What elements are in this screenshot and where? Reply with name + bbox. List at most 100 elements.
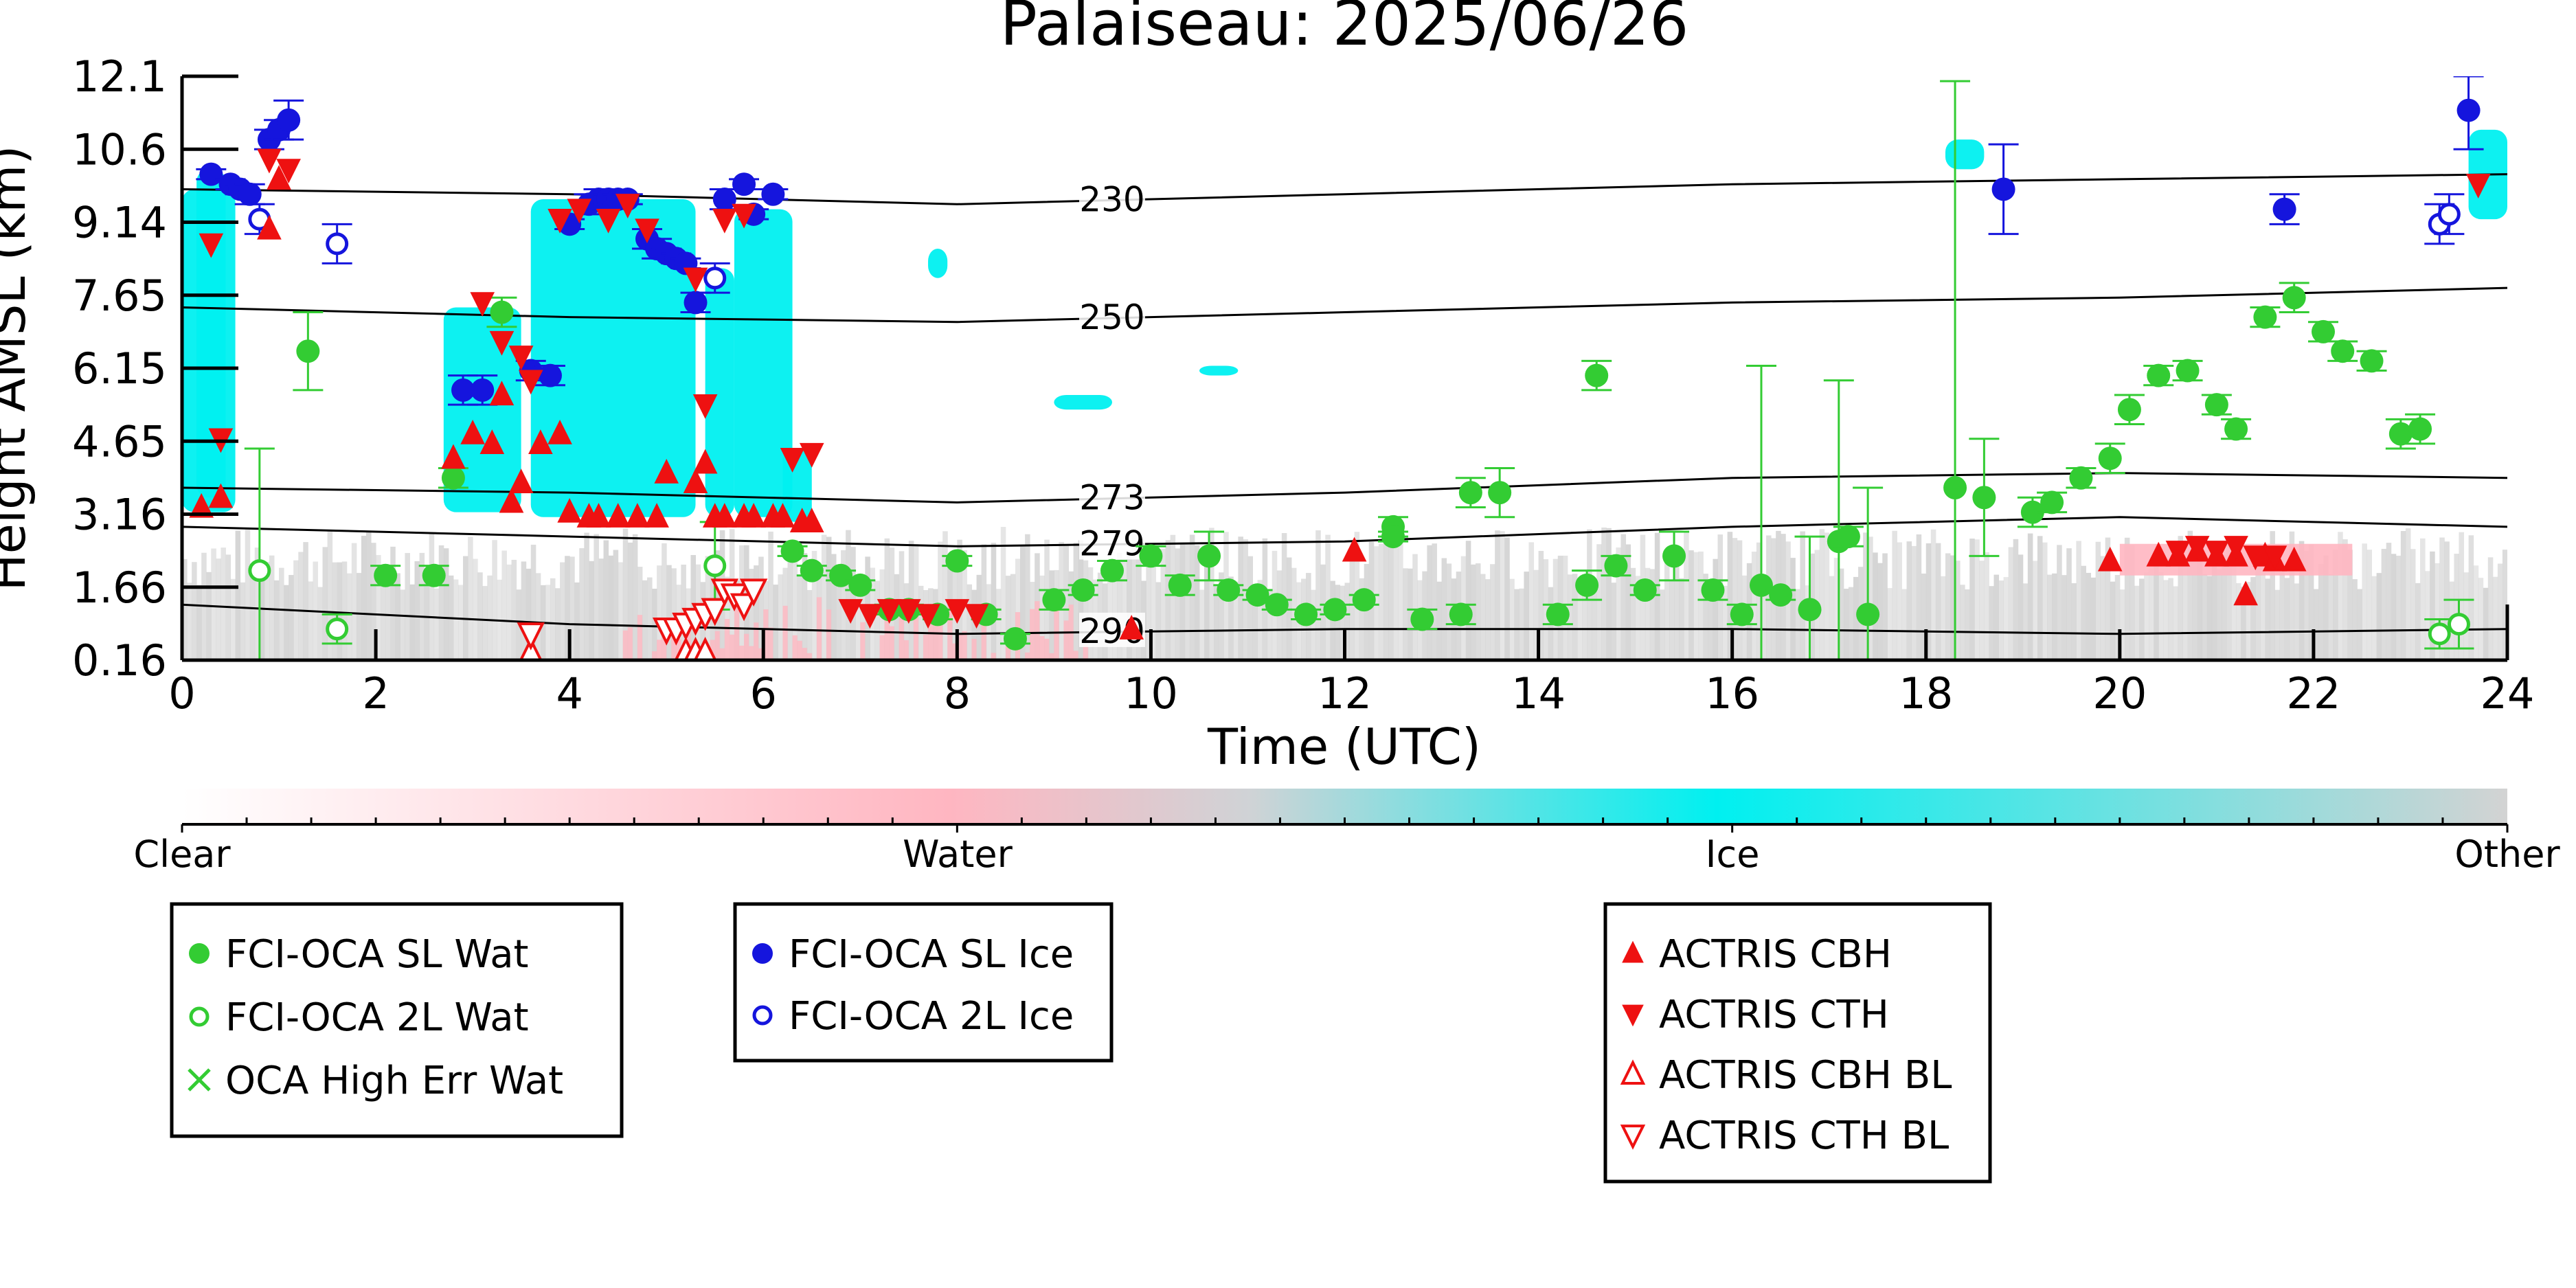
x-tick-label: 12 [1318,668,1372,719]
isotherm-line [182,173,2507,205]
water-class-column [981,604,987,660]
other-class-column [1233,581,1239,660]
water-class-column [657,640,662,660]
other-class-column [603,540,609,660]
other-class-column [2318,564,2324,660]
other-class-column [1538,550,1544,660]
data-point [547,419,572,444]
data-point [1662,544,1686,568]
x-tick-label: 4 [556,668,583,719]
other-class-column [1679,578,1684,660]
isotherm-line [182,516,2507,547]
other-class-column [836,570,841,660]
other-class-column [918,585,924,660]
ice-class-region [705,268,734,517]
other-class-column [1146,556,1151,660]
other-class-column [390,546,396,660]
other-class-column [2342,539,2348,660]
data-point [1323,598,1347,622]
other-class-column [1122,558,1127,660]
other-class-column [269,555,275,660]
data-point [1730,602,1754,626]
water-class-column [806,653,813,660]
other-class-column [346,573,352,660]
other-class-column [1645,567,1651,660]
data-point [441,444,466,469]
data-point [422,563,446,587]
legend-entry: ACTRIS CBH [1622,932,1892,977]
other-class-column [768,531,773,660]
other-class-column [2279,566,2285,660]
data-point [567,199,592,224]
data-point [471,378,495,402]
data-point [780,448,805,473]
other-class-column [1470,564,1476,660]
legend-label: FCI-OCA SL Wat [225,932,529,977]
other-class-column [400,589,405,660]
legend-label: ACTRIS CTH BL [1659,1114,1949,1158]
other-class-column [1853,576,1859,660]
other-class-column [1465,541,1471,660]
y-axis-label: Height AMSL (km) [0,146,36,591]
other-class-column [662,543,667,660]
data-point [557,497,582,523]
data-point [479,429,505,454]
other-class-column [2042,542,2048,660]
other-class-column [787,551,793,660]
other-class-column [1635,576,1641,660]
other-class-column [2487,557,2494,660]
data-point [799,442,824,468]
other-class-column [2226,541,2232,660]
data-point [276,159,301,184]
other-class-column [995,589,1002,660]
data-point [296,339,320,363]
data-point [2262,545,2287,571]
data-point [490,300,514,324]
water-class-column [738,645,745,660]
other-class-column [2197,537,2203,660]
other-class-column [371,543,376,660]
data-point [2204,541,2229,566]
other-class-column [414,561,420,660]
water-class-column [734,607,740,660]
water-class-column [1054,596,1059,660]
other-class-column [1761,589,1767,660]
y-tick-label: 7.65 [72,271,167,321]
other-class-column [724,576,730,660]
data-point [770,503,795,528]
other-class-column [1509,578,1515,660]
other-class-column [1567,574,1573,660]
other-class-column [2022,583,2029,660]
other-class-column [1868,536,1873,660]
other-class-column [2386,543,2392,660]
other-class-column [2434,563,2440,660]
other-class-column [1543,559,1549,660]
other-class-column [1630,567,1636,660]
other-class-column [1930,529,1936,660]
other-class-column [2366,550,2373,660]
data-point [1633,578,1657,602]
other-class-column [2168,578,2173,660]
other-class-column [758,556,764,660]
other-class-column [1005,576,1011,660]
colorbar-label: Other [2454,833,2560,876]
other-class-column [1228,576,1234,660]
other-class-column [967,584,972,660]
legend-entry: ACTRIS CTH BL [1620,1114,1949,1158]
other-class-column [2497,563,2503,660]
other-class-column [2400,531,2406,660]
water-class-column [627,627,633,660]
data-point [644,503,669,528]
other-class-column [1766,535,1772,660]
other-class-column [1291,567,1297,660]
water-class-column [1005,646,1011,660]
other-class-column [2158,572,2164,660]
other-class-column [903,583,909,660]
data-point [1294,602,1318,626]
data-point [517,622,545,651]
data-point [1139,544,1163,568]
data-point [1856,602,1880,626]
other-class-column [2405,528,2411,660]
data-point [703,267,727,290]
other-class-column [2473,565,2479,660]
